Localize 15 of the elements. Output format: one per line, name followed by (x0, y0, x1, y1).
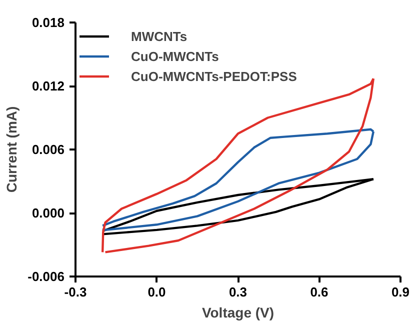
y-tick-label: 0.000 (32, 206, 65, 220)
x-tick-label: -0.3 (64, 284, 87, 300)
y-tick-label: 0.006 (32, 142, 65, 157)
x-tick-label: 0.3 (228, 284, 248, 300)
y-tick-label: 0.012 (32, 78, 65, 94)
y-tick-label: 0.018 (32, 15, 65, 30)
x-tick-label: 0.9 (391, 284, 410, 300)
legend-label: CuO-MWCNTs-PEDOT:PSS (131, 68, 297, 84)
legend-label: MWCNTs (131, 28, 188, 44)
x-tick-label: 0.6 (310, 284, 328, 300)
y-axis-title: Current (mA) (4, 106, 20, 193)
legend-label: CuO-MWCNTs (131, 48, 219, 64)
y-tick-label: -0.006 (28, 269, 65, 284)
x-axis-title: Voltage (V) (202, 304, 274, 320)
x-tick-label: 0.0 (148, 284, 166, 300)
